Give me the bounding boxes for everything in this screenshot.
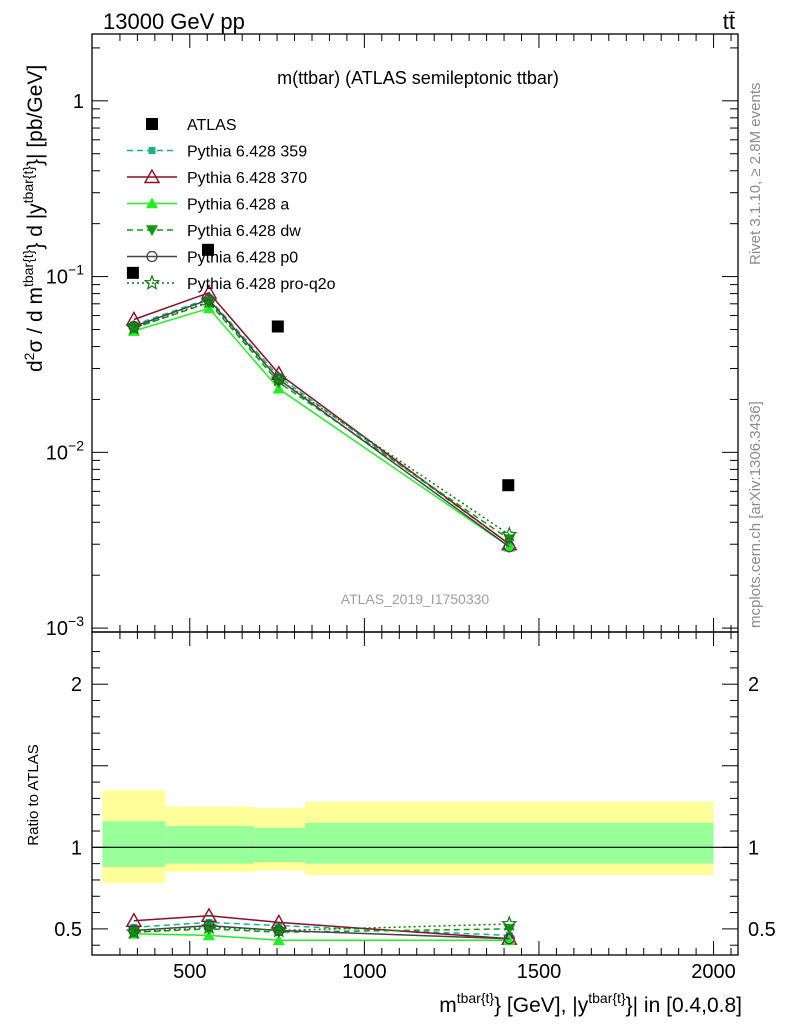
ratio-point-p0: [503, 933, 515, 945]
ratio-point-proq2o: [270, 921, 288, 938]
inner-uncertainty-band: [102, 821, 166, 867]
point-p359: [275, 373, 283, 381]
point-p0: [503, 541, 515, 553]
ratio-y-tick-label-right: 2: [748, 674, 759, 696]
legend-marker-a: [146, 197, 158, 209]
x-tick-label: 1500: [517, 961, 562, 983]
ratio-y-axis-label: Ratio to ATLAS: [25, 744, 42, 845]
ratio-point-p359: [130, 923, 138, 931]
ratio-point-dw: [202, 924, 215, 935]
ratio-y-tick-label: 0.5: [54, 919, 82, 941]
ratio-line-p0: [133, 924, 510, 940]
plot-title: m(ttbar) (ATLAS semileptonic ttbar): [277, 68, 559, 88]
legend-marker-data: [146, 118, 158, 130]
y-tick-label: 1: [73, 91, 84, 113]
ratio-y-tick-label: 2: [71, 674, 82, 696]
series-line-dw: [133, 301, 510, 540]
legend-marker-proq2o: [143, 274, 161, 291]
main-axis-ticks: [92, 34, 738, 632]
analysis-watermark: ATLAS_2019_I1750330: [341, 591, 490, 607]
point-proq2o: [125, 319, 143, 335]
y-tick-label: 10−3: [46, 613, 84, 640]
legend-marker-p0: [146, 250, 158, 263]
y-tick-label: 10−1: [46, 262, 84, 289]
ratio-panel: 0.5 0.5 1 1 2 2 500 1000 1500 2000 Ratio to ATLAS…: [25, 631, 776, 1017]
y-tick-label: 10−2: [46, 437, 84, 464]
process-label: tt̄: [723, 9, 735, 34]
x-tick-label: 2000: [691, 961, 736, 983]
ratio-line-proq2o: [133, 923, 510, 933]
legend: ATLAS Pythia 6.428 359 Pythia 6.428 370 Pyt…: [127, 117, 336, 293]
point-p0: [273, 373, 285, 386]
data-point-atlas: [502, 479, 515, 492]
ratio-series-layer: [125, 907, 518, 946]
ratio-point-a: [272, 934, 285, 946]
legend-label-a: Pythia 6.428 a: [187, 197, 289, 214]
main-y-tick-labels: 10−3 10−2 10−1 1: [46, 91, 84, 640]
data-point-atlas: [126, 266, 139, 279]
legend-label-data: ATLAS: [187, 117, 237, 134]
x-tick-label: 500: [173, 961, 206, 983]
inner-uncertainty-band: [254, 827, 306, 863]
legend-label-p359: Pythia 6.428 359: [187, 144, 307, 161]
ratio-point-p359: [205, 918, 213, 926]
x-tick-label: 1000: [342, 961, 387, 983]
series-line-p370: [133, 291, 510, 545]
main-y-axis-label: d2σ / d mtbar{t}} d |ytbar{t}}| [pb/GeV]: [20, 65, 47, 372]
legend-label-proq2o: Pythia 6.428 pro-q2o: [187, 276, 336, 293]
mcplots-label: mcplots.cern.ch [arXiv:1306.3436]: [747, 401, 764, 628]
main-series-layer: [125, 243, 518, 553]
point-proq2o: [200, 293, 218, 309]
inner-uncertainty-band: [305, 822, 714, 864]
ratio-plot-frame: [91, 631, 739, 956]
data-point-atlas: [201, 243, 214, 256]
data-point-atlas: [271, 320, 284, 333]
series-line-proq2o: [133, 300, 510, 536]
legend-label-p0: Pythia 6.428 p0: [187, 250, 298, 267]
ratio-axis-ticks: [92, 632, 738, 955]
ratio-y-tick-label-right: 0.5: [748, 919, 776, 941]
inner-uncertainty-band: [165, 826, 255, 864]
series-line-p359: [133, 297, 510, 545]
ratio-point-proq2o: [500, 915, 518, 932]
legend-marker-p370: [143, 168, 161, 184]
series-line-p0: [133, 298, 510, 548]
series-line-a: [133, 307, 510, 548]
point-proq2o: [270, 370, 288, 387]
x-axis-label: mtbar{t}} [GeV], |ytbar{t}}| in [0.4,0.8…: [439, 990, 742, 1017]
legend-label-dw: Pythia 6.428 dw: [187, 223, 301, 240]
ratio-line-dw: [133, 928, 510, 933]
ratio-line-a: [133, 933, 510, 942]
legend-label-p370: Pythia 6.428 370: [187, 170, 307, 187]
legend-marker-p359: [148, 147, 156, 154]
ratio-y-tick-label: 1: [71, 837, 82, 859]
legend-marker-dw: [146, 225, 158, 236]
main-panel: m(ttbar) (ATLAS semileptonic ttbar) ATLA…: [20, 33, 739, 640]
uncertainty-bands: [92, 790, 738, 884]
point-proq2o: [501, 526, 518, 542]
ratio-point-proq2o: [200, 918, 218, 935]
energy-label: 13000 GeV pp: [103, 9, 245, 34]
ratio-point-proq2o: [125, 923, 143, 940]
ratio-y-tick-label-right: 1: [748, 837, 759, 859]
rivet-version-label: Rivet 3.1.10, ≥ 2.8M events: [747, 83, 764, 266]
ratio-tick-labels: 0.5 0.5 1 1 2 2 500 1000 1500 2000: [54, 674, 776, 983]
